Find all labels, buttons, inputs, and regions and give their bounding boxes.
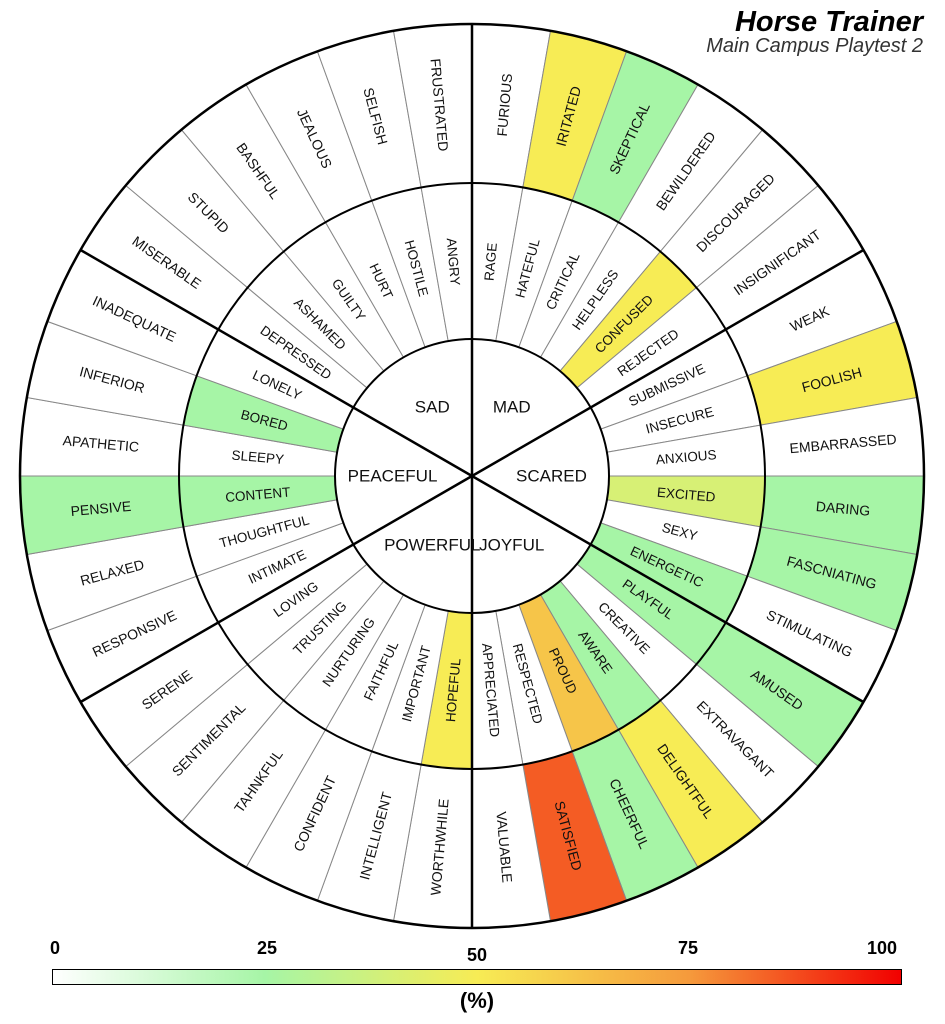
legend-tick-0: 0 bbox=[49, 938, 61, 958]
page-title: Horse Trainer bbox=[734, 6, 923, 38]
category-divider bbox=[471, 474, 865, 704]
page-subtitle: Main Campus Playtest 2 bbox=[706, 35, 923, 57]
middle-label-angry: ANGRY bbox=[444, 237, 463, 286]
category-divider bbox=[79, 474, 473, 704]
middle-ring-outline bbox=[178, 182, 766, 770]
outer-label-apathetic: APATHETIC bbox=[62, 432, 140, 455]
outer-label-pensive: PENSIVE bbox=[70, 498, 132, 519]
emotion-wheel: FURIOUS IRITATED SKEPTICAL BEWILDEREDDISCOU… bbox=[18, 22, 926, 930]
outer-label-daring: DARING bbox=[815, 498, 871, 519]
middle-label-sleepy: SLEEPY bbox=[231, 448, 285, 468]
middle-label-rage: RAGE bbox=[482, 242, 500, 281]
legend-tick-50: 50 bbox=[466, 945, 488, 965]
core-label-peaceful: PEACEFUL bbox=[348, 467, 438, 486]
outer-label-furious: FURIOUS bbox=[494, 73, 515, 137]
category-divider bbox=[471, 248, 865, 478]
outer-label-valuable: VALUABLE bbox=[493, 811, 515, 883]
middle-label-content: CONTENT bbox=[225, 484, 291, 505]
core-label-powerful: POWERFUL bbox=[384, 535, 480, 554]
core-label-mad: MAD bbox=[493, 398, 531, 417]
legend-color-bar bbox=[52, 969, 902, 985]
outer-ring-outline bbox=[18, 22, 926, 930]
middle-label-anxious: ANXIOUS bbox=[655, 447, 717, 467]
core-label-scared: SCARED bbox=[516, 467, 587, 486]
middle-label-hopeful: HOPEFUL bbox=[443, 657, 464, 722]
legend-tick-25: 25 bbox=[256, 938, 278, 958]
legend-unit: (%) bbox=[459, 988, 495, 1013]
middle-label-excited: EXCITED bbox=[656, 485, 716, 505]
color-legend: 0 25 50 75 100 (%) bbox=[49, 938, 902, 1024]
category-divider bbox=[79, 248, 473, 478]
core-label-joyful: JOYFUL bbox=[479, 535, 544, 554]
core-label-sad: SAD bbox=[415, 398, 450, 417]
legend-tick-75: 75 bbox=[677, 938, 699, 958]
legend-tick-100: 100 bbox=[866, 938, 898, 958]
